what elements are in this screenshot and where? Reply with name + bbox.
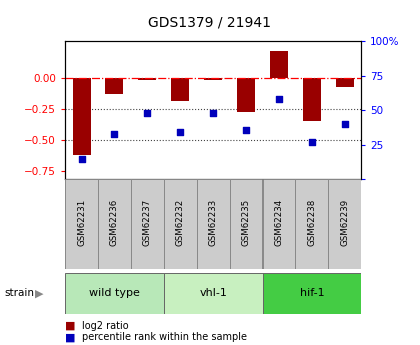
Bar (262, 179, 295, 269)
Point (341, 121, 348, 127)
Bar (164, 179, 197, 269)
Text: ▶: ▶ (35, 288, 43, 298)
Bar (164, 273, 262, 314)
Text: GSM62233: GSM62233 (209, 199, 218, 246)
Text: vhl-1: vhl-1 (199, 288, 227, 298)
Point (177, 130, 184, 135)
Text: hif-1: hif-1 (299, 288, 324, 298)
Bar (131, 179, 164, 269)
Bar (230, 179, 262, 269)
Bar (336, 78, 354, 87)
Bar (138, 78, 156, 80)
Bar (65, 273, 164, 314)
Bar (303, 78, 321, 121)
Bar (204, 78, 222, 80)
Bar (295, 179, 328, 269)
Bar (262, 273, 361, 314)
Text: log2 ratio: log2 ratio (82, 321, 129, 331)
Text: GSM62238: GSM62238 (307, 199, 316, 246)
Text: ■: ■ (65, 333, 76, 342)
Bar (105, 78, 123, 95)
Bar (171, 78, 189, 100)
Text: GSM62237: GSM62237 (143, 199, 152, 246)
Text: GSM62239: GSM62239 (340, 199, 349, 246)
Bar (197, 179, 230, 269)
Bar (98, 179, 131, 269)
Point (210, 110, 217, 116)
Point (78, 156, 85, 161)
Text: GSM62231: GSM62231 (77, 199, 86, 246)
Point (243, 127, 249, 132)
Text: GSM62236: GSM62236 (110, 199, 119, 246)
Text: percentile rank within the sample: percentile rank within the sample (82, 333, 247, 342)
Text: strain: strain (4, 288, 34, 298)
Bar (73, 78, 91, 155)
Text: GSM62234: GSM62234 (274, 199, 284, 246)
Bar (65, 179, 98, 269)
Bar (237, 78, 255, 112)
Text: GSM62232: GSM62232 (176, 199, 185, 246)
Point (144, 110, 151, 116)
Text: GDS1379 / 21941: GDS1379 / 21941 (149, 16, 271, 30)
Point (276, 97, 282, 102)
Bar (328, 179, 361, 269)
Text: GSM62235: GSM62235 (241, 199, 251, 246)
Point (111, 131, 118, 137)
Text: ■: ■ (65, 321, 76, 331)
Text: wild type: wild type (89, 288, 140, 298)
Point (308, 139, 315, 145)
Bar (270, 51, 288, 78)
